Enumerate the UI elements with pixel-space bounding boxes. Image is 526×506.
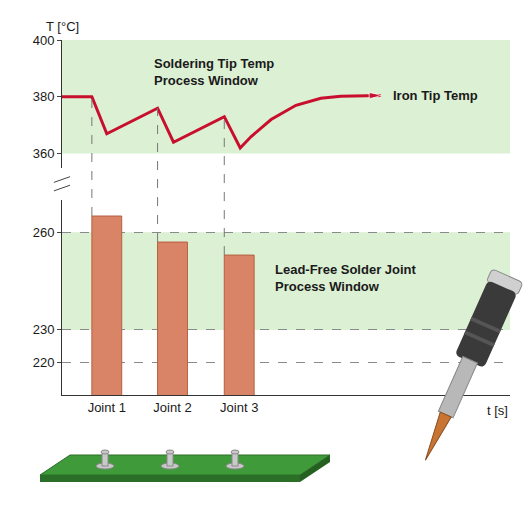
svg-text:400: 400 (33, 33, 55, 48)
svg-text:Joint 3: Joint 3 (220, 400, 258, 415)
svg-text:Joint 1: Joint 1 (88, 400, 126, 415)
svg-text:Joint 2: Joint 2 (153, 400, 191, 415)
svg-text:Soldering Tip TempProcess Wind: Soldering Tip TempProcess Window (154, 56, 274, 88)
svg-text:260: 260 (33, 225, 55, 240)
svg-text:Iron Tip Temp: Iron Tip Temp (393, 88, 478, 103)
svg-text:220: 220 (33, 355, 55, 370)
svg-text:230: 230 (33, 322, 55, 337)
svg-text:Lead-Free Solder JointProcess: Lead-Free Solder JointProcess Window (275, 262, 417, 294)
svg-text:t [s]: t [s] (487, 403, 508, 418)
svg-text:T [°C]: T [°C] (46, 19, 79, 34)
svg-text:360: 360 (33, 146, 55, 161)
svg-text:380: 380 (33, 89, 55, 104)
